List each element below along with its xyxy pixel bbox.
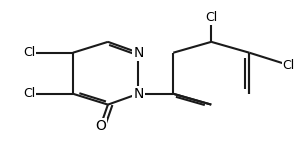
- Text: N: N: [133, 46, 143, 60]
- Text: Cl: Cl: [205, 11, 217, 24]
- Text: N: N: [133, 87, 143, 101]
- Text: O: O: [95, 119, 106, 133]
- Text: Cl: Cl: [23, 46, 35, 59]
- Text: Cl: Cl: [23, 87, 35, 100]
- Text: Cl: Cl: [283, 59, 295, 72]
